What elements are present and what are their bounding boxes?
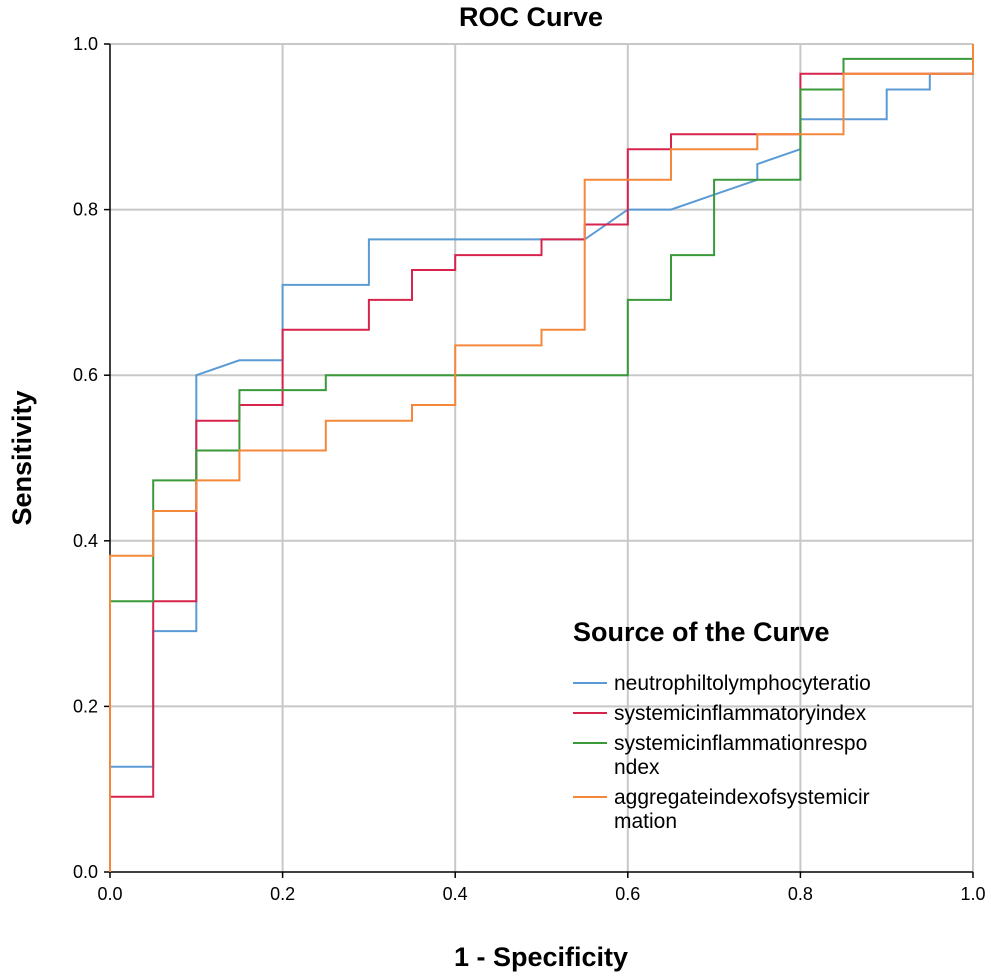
x-tick-label-2: 0.4 — [443, 884, 468, 904]
y-tick-label-3: 0.6 — [73, 365, 98, 385]
roc-lines — [109, 44, 974, 872]
x-tick-label-3: 0.6 — [615, 884, 640, 904]
x-tick-labels: 0.0 0.2 0.4 0.6 0.8 1.0 — [97, 884, 985, 904]
legend-label-1: neutrophiltolymphocyteratio — [614, 672, 871, 695]
roc-line-3 — [109, 44, 974, 872]
y-tick-label-4: 0.8 — [73, 200, 98, 220]
chart-title: ROC Curve — [459, 2, 603, 32]
legend-label-4: aggregateindexofsystemicir mation — [614, 786, 870, 833]
x-tick-label-0: 0.0 — [97, 884, 122, 904]
legend-label-3: systemicinflammationrespo ndex — [614, 732, 867, 779]
y-tick-labels: 0.0 0.2 0.4 0.6 0.8 1.0 — [73, 34, 98, 882]
legend-label-2: systemicinflammatoryindex — [614, 702, 867, 725]
x-axis-label: 1 - Specificity — [454, 942, 628, 972]
roc-line-4 — [109, 44, 974, 872]
y-axis-label: Sensitivity — [7, 390, 37, 525]
y-tick-label-2: 0.4 — [73, 531, 98, 551]
y-tick-label-5: 1.0 — [73, 34, 98, 54]
legend: Source of the Curve neutrophiltolymphocy… — [573, 617, 871, 833]
y-tick-label-1: 0.2 — [73, 696, 98, 716]
x-tick-label-5: 1.0 — [960, 884, 985, 904]
y-tick-label-0: 0.0 — [73, 862, 98, 882]
x-tick-label-4: 0.8 — [788, 884, 813, 904]
x-tick-label-1: 0.2 — [270, 884, 295, 904]
legend-title: Source of the Curve — [573, 617, 830, 647]
